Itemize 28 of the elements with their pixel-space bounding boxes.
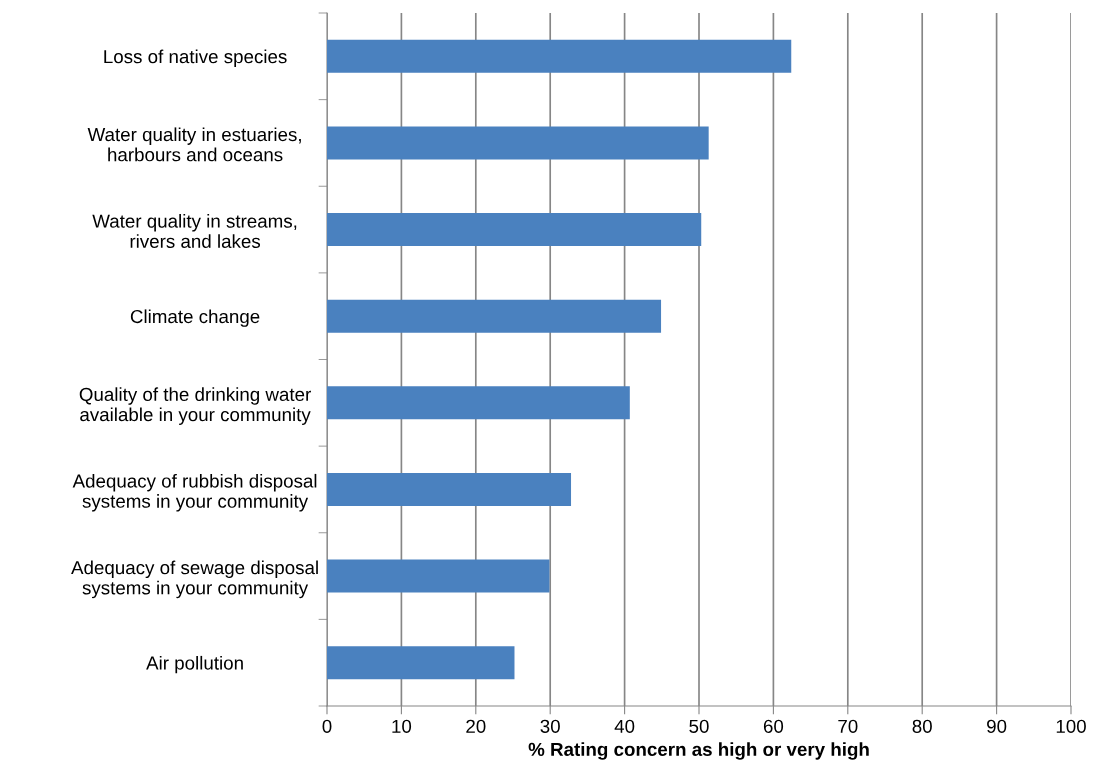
bar [327, 299, 662, 333]
y-tick-label: Loss of native species [104, 49, 287, 67]
bar [327, 126, 709, 160]
bar [327, 39, 792, 73]
x-tick-label: 90 [987, 719, 1007, 733]
bar [327, 386, 630, 420]
bar [327, 472, 572, 506]
x-tick-label: 10 [392, 719, 412, 733]
x-tick-label: 60 [763, 719, 784, 733]
y-tick-label: Adequacy of sewage disposal systems in your community [71, 560, 318, 599]
x-tick-label: 40 [614, 719, 635, 733]
x-tick-label: 30 [540, 719, 560, 733]
y-tick-label: Adequacy of rubbish disposal systems in your community [72, 473, 317, 512]
x-tick-label: 50 [689, 719, 709, 733]
bar [327, 646, 515, 680]
x-tick-label: 80 [912, 719, 932, 733]
y-tick-label: Climate change [130, 309, 260, 327]
x-tick-label: 70 [838, 719, 858, 733]
y-tick-label: Water quality in estuaries, harbours and oceans [87, 127, 301, 162]
y-tick-label: Water quality in streams, rivers and lakes [92, 214, 297, 248]
x-tick-label: 0 [322, 719, 332, 733]
y-tick-label: Air pollution [146, 655, 243, 674]
x-axis-title: % Rating concern as high or very high [528, 742, 869, 760]
bar [327, 213, 702, 247]
x-tick-label: 100 [1056, 719, 1086, 733]
bar [327, 559, 550, 593]
y-tick-label: Quality of the drinking water available in your community [79, 387, 311, 425]
x-tick-label: 20 [466, 719, 486, 733]
